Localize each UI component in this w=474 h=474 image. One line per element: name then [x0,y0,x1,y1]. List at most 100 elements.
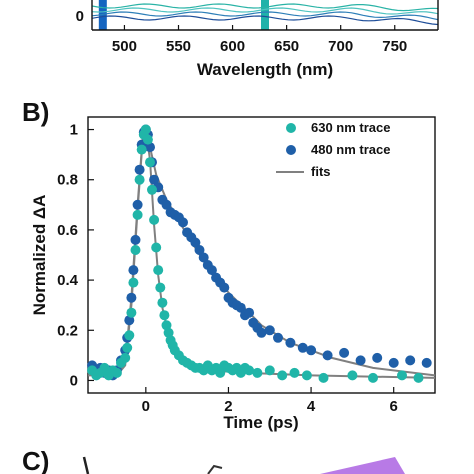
legend-label-fits: fits [311,164,331,179]
panel-b-x-tick-label: 0 [142,398,150,415]
legend-label-630: 630 nm trace [311,120,391,135]
data-point-480nm [178,217,188,228]
panel-a-marker-bar [261,0,269,30]
data-point-630nm [136,144,147,155]
panel-b-x-tick-label: 6 [390,398,398,415]
panel-b-y-tick-label: 0.4 [57,272,79,289]
data-point-630nm [145,157,155,168]
panel-b-y-tick-label: 0.6 [57,222,78,239]
panel-a: 500 550 600 650 700 750 0 Wavelength (nm) [76,0,439,79]
data-point-480nm [206,265,217,276]
data-point-480nm [388,357,399,368]
panel-b-plot-frame [87,116,436,394]
data-point-630nm [264,365,275,376]
data-point-480nm [132,199,143,210]
panel-a-spectrum-line [92,7,438,15]
panel-a-spectra [92,0,438,30]
data-point-630nm [99,362,110,373]
data-point-480nm [264,325,275,336]
panel-b-x-label: Time (ps) [223,413,298,432]
panel-c-dark-stroke [82,456,90,474]
data-point-630nm [163,327,174,338]
data-point-630nm [301,370,312,381]
data-point-480nm [128,265,139,276]
panel-a-x-tick-label: 700 [328,38,353,55]
data-point-630nm [120,352,131,363]
data-point-480nm [285,337,296,348]
panel-c-label: C) [22,446,49,474]
data-point-630nm [368,372,378,383]
data-point-630nm [397,370,407,381]
panel-a-x-tick-label: 500 [112,38,137,55]
data-point-480nm [244,307,255,318]
data-point-630nm [124,330,135,341]
data-point-630nm [142,134,153,145]
data-point-480nm [322,350,333,361]
panel-a-spectrum-line [92,11,438,21]
data-point-630nm [161,320,172,331]
panel-a-x-tick-label: 750 [382,38,407,55]
data-point-630nm [347,370,358,381]
data-point-480nm [198,252,209,263]
data-point-480nm [372,352,383,363]
data-point-630nm [155,282,166,293]
data-point-630nm [147,184,157,195]
panel-b-x-tick-label: 2 [224,398,232,415]
data-point-480nm [405,355,416,366]
data-point-630nm [252,367,263,378]
data-point-480nm [190,237,201,248]
data-point-480nm [134,164,145,175]
panel-a-x-tick-label: 600 [220,38,245,55]
panel-b-y-tick-label: 0.2 [57,322,78,339]
data-point-480nm [130,234,141,245]
legend-label-480: 480 nm trace [311,142,391,157]
panel-a-y-tick-label: 0 [76,8,84,25]
data-point-630nm [149,214,160,225]
panel-b-y-tick-label: 0.8 [57,172,78,189]
data-point-630nm [153,265,164,276]
panel-a-x-ticks: 500 550 600 650 700 750 [112,25,407,55]
legend-marker-480 [286,145,296,155]
data-point-630nm [122,342,133,353]
legend-marker-630 [286,123,296,133]
data-point-630nm [132,209,143,220]
panel-a-x-tick-label: 550 [166,38,191,55]
data-point-480nm [126,292,137,303]
panel-a-x-label: Wavelength (nm) [197,60,333,79]
panel-b: B) 0 2 4 6 0 0.2 0.4 0.6 0.8 1 Time (ps) Normali… [22,97,436,432]
panel-b-x-tick-label: 4 [307,398,316,415]
data-point-630nm [413,372,424,383]
data-point-630nm [244,365,255,376]
data-point-480nm [306,345,317,356]
data-point-630nm [128,277,139,288]
panel-c-purple-shape [320,457,405,474]
data-point-480nm [355,355,366,366]
data-point-630nm [277,370,288,381]
data-point-630nm [159,310,170,321]
panel-a-spectrum-line [92,15,438,26]
data-point-630nm [318,372,329,383]
data-point-630nm [126,307,137,318]
data-point-480nm [273,332,283,343]
panel-b-x-ticks: 0 2 4 6 [142,387,398,415]
data-point-480nm [219,282,230,293]
panel-b-data-points [87,124,432,383]
panel-b-y-ticks: 0 0.2 0.4 0.6 0.8 1 [57,122,94,389]
data-point-630nm [215,367,226,378]
data-point-480nm [297,342,308,353]
data-point-480nm [149,174,160,185]
data-point-630nm [140,124,151,135]
data-point-480nm [235,302,246,313]
panel-c: C) [22,446,405,474]
panel-a-x-tick-label: 650 [274,38,299,55]
data-point-630nm [151,242,162,253]
panel-b-y-tick-label: 1 [70,122,78,139]
data-point-480nm [339,347,350,358]
data-point-630nm [111,367,122,378]
data-point-630nm [157,297,168,308]
panel-b-label: B) [22,97,49,127]
panel-b-y-label: Normalized ΔA [30,195,49,316]
panel-b-y-tick-label: 0 [70,372,78,389]
data-point-480nm [421,357,432,368]
